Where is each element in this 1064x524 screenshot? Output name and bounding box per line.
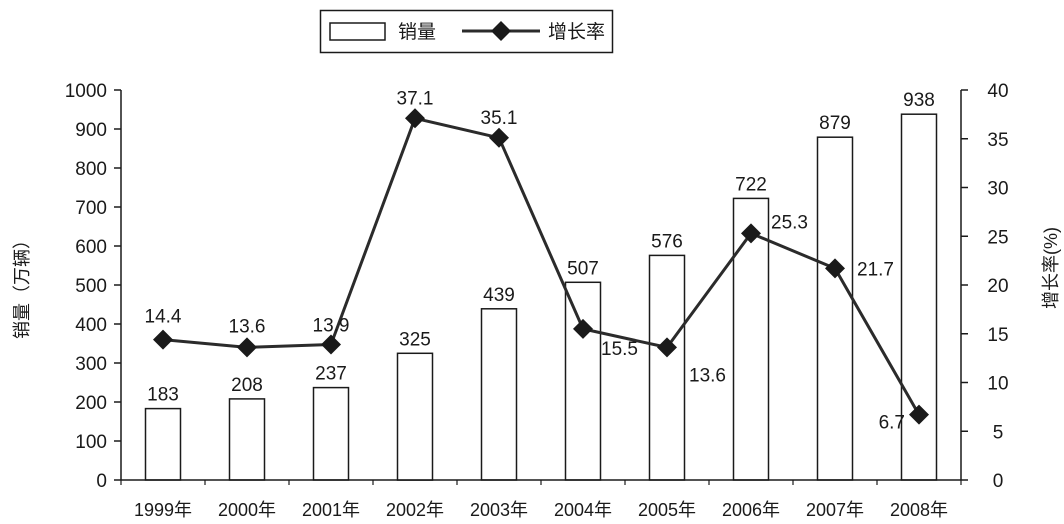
bar (312, 386, 350, 481)
y-axis-tick-label: 500 (75, 276, 107, 297)
bar (228, 398, 266, 481)
bar-value-label: 325 (399, 329, 431, 350)
y2-axis-title: 增长率(%) (1041, 227, 1061, 309)
data-labels: 183 208 237 325 439 507 576 722 879 938 14.4 13.6 13… (145, 88, 935, 433)
bar-value-label: 576 (651, 231, 683, 252)
growth-rate-diamond-marker (153, 329, 173, 350)
growth-rate-value-label: 6.7 (879, 413, 905, 434)
growth-rate-value-label: 13.6 (689, 365, 726, 386)
x-axis-category-label: 2002年 (386, 500, 444, 520)
axes: 0 100 200 300 400 500 600 700 800 900 1000 0 5 10 15 20… (65, 81, 1009, 520)
y-axis-title: 销量（万辆） (12, 231, 32, 339)
y-axis-tick-label: 700 (75, 198, 107, 219)
line-series (153, 108, 929, 425)
growth-rate-value-label: 15.5 (601, 339, 638, 360)
growth-rate-diamond-marker (489, 127, 509, 148)
growth-rate-diamond-marker (405, 108, 425, 129)
x-axis-category-label: 2003年 (470, 500, 528, 520)
growth-rate-value-label: 13.9 (313, 316, 350, 337)
y-axis-tick-label: 600 (75, 237, 107, 258)
bar (144, 407, 182, 481)
bar (564, 281, 602, 481)
y-axis-tick-label: 400 (75, 315, 107, 336)
y2-axis-tick-label: 20 (987, 276, 1008, 297)
growth-rate-diamond-marker (825, 258, 845, 279)
legend-bar-label: 销量 (398, 21, 436, 43)
bar-value-label: 439 (483, 285, 515, 306)
growth-rate-diamond-marker (909, 404, 929, 425)
y-axis-tick-label: 0 (96, 471, 107, 492)
growth-rate-diamond-marker (237, 337, 257, 358)
bar-value-label: 879 (819, 113, 851, 134)
growth-rate-value-label: 35.1 (481, 108, 518, 129)
growth-rate-diamond-marker (741, 223, 761, 244)
growth-rate-value-label: 14.4 (145, 307, 182, 328)
legend-line-label: 增长率 (548, 21, 605, 43)
y-axis-tick-label: 800 (75, 159, 107, 180)
y2-axis-tick-label: 30 (987, 179, 1008, 200)
growth-rate-value-label: 25.3 (771, 212, 808, 233)
bar-value-label: 722 (735, 174, 767, 195)
growth-rate-diamond-marker (573, 318, 593, 339)
bar-value-label: 183 (147, 385, 179, 406)
growth-rate-value-label: 13.6 (229, 316, 266, 337)
y-axis-tick-label: 100 (75, 432, 107, 453)
y-axis-tick-label: 200 (75, 393, 107, 414)
growth-rate-line (162, 116, 921, 416)
y-axis-tick-label: 900 (75, 120, 107, 141)
y-axis-tick-label: 1000 (65, 81, 107, 102)
bar (648, 254, 686, 481)
x-axis-category-label: 2007年 (806, 500, 864, 520)
legend: 销量 增长率 (319, 9, 614, 54)
growth-rate-diamond-marker (657, 337, 677, 358)
x-axis-category-label: 1999年 (134, 500, 192, 520)
legend-diamond-marker (491, 21, 511, 41)
y2-axis-tick-label: 5 (993, 422, 1004, 443)
y2-axis-tick-label: 0 (993, 471, 1004, 492)
x-axis-category-label: 2004年 (554, 500, 612, 520)
y-axis-tick-label: 300 (75, 354, 107, 375)
bar (480, 308, 518, 481)
x-axis-category-label: 2000年 (218, 500, 276, 520)
y2-axis-tick-label: 15 (987, 325, 1008, 346)
legend-bar-swatch (329, 22, 386, 41)
x-axis-category-label: 2008年 (890, 500, 948, 520)
bar (900, 113, 938, 481)
growth-rate-diamond-marker (321, 334, 341, 355)
bar-value-label: 938 (903, 90, 935, 111)
bar (816, 136, 854, 481)
y2-axis-tick-label: 35 (987, 130, 1008, 151)
y2-axis-tick-label: 40 (987, 81, 1008, 102)
bar (396, 352, 434, 481)
growth-rate-value-label: 21.7 (857, 259, 894, 280)
x-axis-category-label: 2001年 (302, 500, 360, 520)
y2-axis-tick-label: 10 (987, 374, 1008, 395)
bar-value-label: 237 (315, 364, 347, 385)
x-axis-category-label: 2005年 (638, 500, 696, 520)
bar-value-label: 507 (567, 258, 599, 279)
bar-value-label: 208 (231, 375, 263, 396)
growth-rate-value-label: 37.1 (397, 88, 434, 109)
y2-axis-tick-label: 25 (987, 227, 1008, 248)
x-axis-category-label: 2006年 (722, 500, 780, 520)
